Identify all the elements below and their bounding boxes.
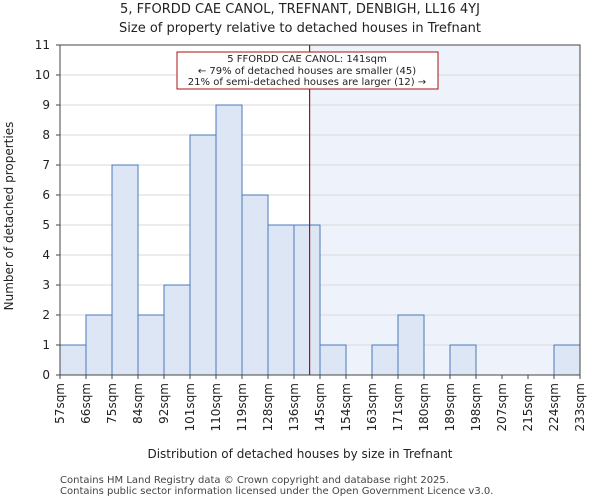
x-tick-label-189sqm: 189sqm	[443, 383, 457, 431]
bar-136sqm	[293, 224, 321, 376]
y-axis-label: Number of detached properties	[2, 122, 16, 311]
bar-57sqm	[59, 344, 87, 376]
x-tick-label-75sqm: 75sqm	[105, 383, 119, 424]
y-tick-label-11: 11	[35, 38, 50, 52]
bar-163sqm	[371, 344, 399, 376]
y-tick-label-4: 4	[42, 248, 50, 262]
footer-line-1: Contains HM Land Registry data © Crown c…	[60, 475, 449, 486]
highlight-region	[309, 45, 580, 375]
x-tick-label-66sqm: 66sqm	[79, 383, 93, 424]
y-tick-label-5: 5	[42, 218, 50, 232]
y-tick-label-3: 3	[42, 278, 50, 292]
x-tick-label-163sqm: 163sqm	[365, 383, 379, 431]
annotation-line-1: 5 FFORDD CAE CANOL: 141sqm	[227, 54, 386, 65]
y-tick-label-0: 0	[42, 368, 50, 382]
x-tick-label-233sqm: 233sqm	[573, 383, 587, 431]
bar-66sqm	[85, 314, 113, 376]
bar-92sqm	[163, 284, 191, 376]
bar-75sqm	[111, 164, 139, 376]
annotation-frame	[176, 51, 439, 90]
x-tick-label-101sqm: 101sqm	[183, 383, 197, 431]
y-tick-label-7: 7	[42, 158, 50, 172]
x-tick-label-215sqm: 215sqm	[521, 383, 535, 431]
y-tick-label-8: 8	[42, 128, 50, 142]
bar-84sqm	[137, 314, 165, 376]
x-tick-label-84sqm: 84sqm	[131, 383, 145, 424]
annotation-line-2: ← 79% of detached houses are smaller (45…	[198, 66, 416, 77]
x-tick-label-171sqm: 171sqm	[391, 383, 405, 431]
bar-145sqm	[319, 344, 347, 376]
x-tick-label-57sqm: 57sqm	[53, 383, 67, 424]
x-tick-label-119sqm: 119sqm	[235, 383, 249, 431]
annotation-line-3: 21% of semi-detached houses are larger (…	[188, 77, 426, 88]
bar-189sqm	[449, 344, 477, 376]
x-tick-label-180sqm: 180sqm	[417, 383, 431, 431]
bar-224sqm	[553, 344, 581, 376]
annotation-box: 5 FFORDD CAE CANOL: 141sqm ← 79% of deta…	[176, 51, 439, 90]
x-tick-label-110sqm: 110sqm	[209, 383, 223, 431]
y-tick-label-10: 10	[35, 68, 50, 82]
x-tick-label-136sqm: 136sqm	[287, 383, 301, 431]
bar-128sqm	[267, 224, 295, 376]
x-tick-label-145sqm: 145sqm	[313, 383, 327, 431]
x-tick-label-128sqm: 128sqm	[261, 383, 275, 431]
x-tick-label-224sqm: 224sqm	[547, 383, 561, 431]
footer-line-2: Contains public sector information licen…	[60, 486, 493, 497]
bar-110sqm	[215, 104, 243, 376]
bar-119sqm	[241, 194, 269, 376]
bar-101sqm	[189, 134, 217, 376]
y-tick-label-6: 6	[42, 188, 50, 202]
x-tick-label-198sqm: 198sqm	[469, 383, 483, 431]
bar-171sqm	[397, 314, 425, 376]
chart-subtitle: Size of property relative to detached ho…	[119, 21, 481, 36]
x-tick-label-92sqm: 92sqm	[157, 383, 171, 424]
x-tick-label-154sqm: 154sqm	[339, 383, 353, 431]
y-tick-label-9: 9	[42, 98, 50, 112]
y-tick-label-1: 1	[42, 338, 50, 352]
chart-title: 5, FFORDD CAE CANOL, TREFNANT, DENBIGH, …	[120, 2, 480, 17]
x-axis-label: Distribution of detached houses by size …	[147, 447, 452, 461]
y-tick-label-2: 2	[42, 308, 50, 322]
x-tick-label-207sqm: 207sqm	[495, 383, 509, 431]
